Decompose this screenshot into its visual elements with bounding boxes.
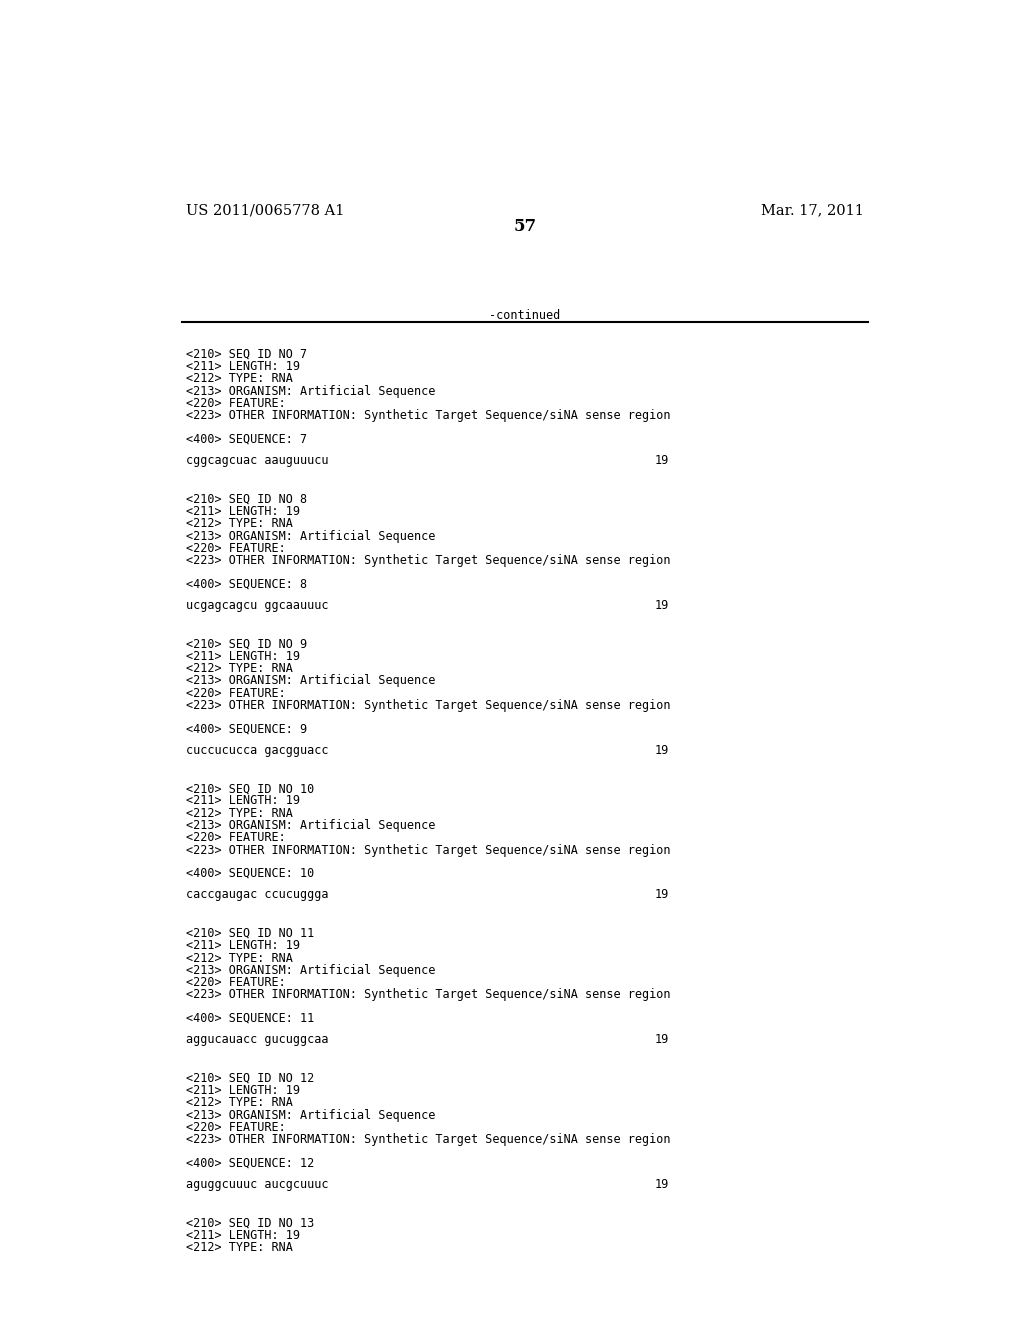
Text: <220> FEATURE:: <220> FEATURE: [186, 543, 286, 554]
Text: <400> SEQUENCE: 12: <400> SEQUENCE: 12 [186, 1156, 314, 1170]
Text: aguggcuuuc aucgcuuuc: aguggcuuuc aucgcuuuc [186, 1177, 329, 1191]
Text: <223> OTHER INFORMATION: Synthetic Target Sequence/siNA sense region: <223> OTHER INFORMATION: Synthetic Targe… [186, 554, 671, 568]
Text: 19: 19 [655, 888, 670, 902]
Text: <220> FEATURE:: <220> FEATURE: [186, 686, 286, 700]
Text: <223> OTHER INFORMATION: Synthetic Target Sequence/siNA sense region: <223> OTHER INFORMATION: Synthetic Targe… [186, 700, 671, 711]
Text: <210> SEQ ID NO 10: <210> SEQ ID NO 10 [186, 781, 314, 795]
Text: 57: 57 [513, 218, 537, 235]
Text: <212> TYPE: RNA: <212> TYPE: RNA [186, 1096, 293, 1109]
Text: <223> OTHER INFORMATION: Synthetic Target Sequence/siNA sense region: <223> OTHER INFORMATION: Synthetic Targe… [186, 843, 671, 857]
Text: <213> ORGANISM: Artificial Sequence: <213> ORGANISM: Artificial Sequence [186, 964, 435, 977]
Text: <212> TYPE: RNA: <212> TYPE: RNA [186, 1241, 293, 1254]
Text: <211> LENGTH: 19: <211> LENGTH: 19 [186, 795, 300, 808]
Text: <211> LENGTH: 19: <211> LENGTH: 19 [186, 649, 300, 663]
Text: <212> TYPE: RNA: <212> TYPE: RNA [186, 517, 293, 531]
Text: <210> SEQ ID NO 7: <210> SEQ ID NO 7 [186, 348, 307, 360]
Text: <212> TYPE: RNA: <212> TYPE: RNA [186, 952, 293, 965]
Text: <212> TYPE: RNA: <212> TYPE: RNA [186, 807, 293, 820]
Text: -continued: -continued [489, 309, 560, 322]
Text: <220> FEATURE:: <220> FEATURE: [186, 1121, 286, 1134]
Text: <220> FEATURE:: <220> FEATURE: [186, 832, 286, 845]
Text: 19: 19 [655, 599, 670, 612]
Text: caccgaugac ccucuggga: caccgaugac ccucuggga [186, 888, 329, 902]
Text: <223> OTHER INFORMATION: Synthetic Target Sequence/siNA sense region: <223> OTHER INFORMATION: Synthetic Targe… [186, 1133, 671, 1146]
Text: <211> LENGTH: 19: <211> LENGTH: 19 [186, 1084, 300, 1097]
Text: cggcagcuac aauguuucu: cggcagcuac aauguuucu [186, 454, 329, 467]
Text: <400> SEQUENCE: 11: <400> SEQUENCE: 11 [186, 1011, 314, 1024]
Text: <213> ORGANISM: Artificial Sequence: <213> ORGANISM: Artificial Sequence [186, 675, 435, 688]
Text: 19: 19 [655, 454, 670, 467]
Text: <223> OTHER INFORMATION: Synthetic Target Sequence/siNA sense region: <223> OTHER INFORMATION: Synthetic Targe… [186, 409, 671, 422]
Text: <211> LENGTH: 19: <211> LENGTH: 19 [186, 940, 300, 952]
Text: <213> ORGANISM: Artificial Sequence: <213> ORGANISM: Artificial Sequence [186, 818, 435, 832]
Text: <210> SEQ ID NO 8: <210> SEQ ID NO 8 [186, 492, 307, 506]
Text: <210> SEQ ID NO 12: <210> SEQ ID NO 12 [186, 1072, 314, 1085]
Text: <211> LENGTH: 19: <211> LENGTH: 19 [186, 360, 300, 374]
Text: <213> ORGANISM: Artificial Sequence: <213> ORGANISM: Artificial Sequence [186, 385, 435, 397]
Text: 19: 19 [655, 1034, 670, 1047]
Text: US 2011/0065778 A1: US 2011/0065778 A1 [186, 203, 344, 216]
Text: <210> SEQ ID NO 13: <210> SEQ ID NO 13 [186, 1216, 314, 1229]
Text: <400> SEQUENCE: 9: <400> SEQUENCE: 9 [186, 722, 307, 735]
Text: <220> FEATURE:: <220> FEATURE: [186, 977, 286, 989]
Text: <211> LENGTH: 19: <211> LENGTH: 19 [186, 506, 300, 517]
Text: <223> OTHER INFORMATION: Synthetic Target Sequence/siNA sense region: <223> OTHER INFORMATION: Synthetic Targe… [186, 989, 671, 1002]
Text: <213> ORGANISM: Artificial Sequence: <213> ORGANISM: Artificial Sequence [186, 529, 435, 543]
Text: aggucauacc gucuggcaa: aggucauacc gucuggcaa [186, 1034, 329, 1047]
Text: 19: 19 [655, 1177, 670, 1191]
Text: <400> SEQUENCE: 10: <400> SEQUENCE: 10 [186, 867, 314, 880]
Text: Mar. 17, 2011: Mar. 17, 2011 [762, 203, 864, 216]
Text: <400> SEQUENCE: 7: <400> SEQUENCE: 7 [186, 433, 307, 446]
Text: <400> SEQUENCE: 8: <400> SEQUENCE: 8 [186, 577, 307, 590]
Text: ucgagcagcu ggcaauuuc: ucgagcagcu ggcaauuuc [186, 599, 329, 612]
Text: <212> TYPE: RNA: <212> TYPE: RNA [186, 372, 293, 385]
Text: <220> FEATURE:: <220> FEATURE: [186, 397, 286, 411]
Text: <210> SEQ ID NO 11: <210> SEQ ID NO 11 [186, 927, 314, 940]
Text: <213> ORGANISM: Artificial Sequence: <213> ORGANISM: Artificial Sequence [186, 1109, 435, 1122]
Text: <210> SEQ ID NO 9: <210> SEQ ID NO 9 [186, 638, 307, 651]
Text: cuccucucca gacgguacc: cuccucucca gacgguacc [186, 743, 329, 756]
Text: <212> TYPE: RNA: <212> TYPE: RNA [186, 663, 293, 675]
Text: 19: 19 [655, 743, 670, 756]
Text: <211> LENGTH: 19: <211> LENGTH: 19 [186, 1229, 300, 1242]
